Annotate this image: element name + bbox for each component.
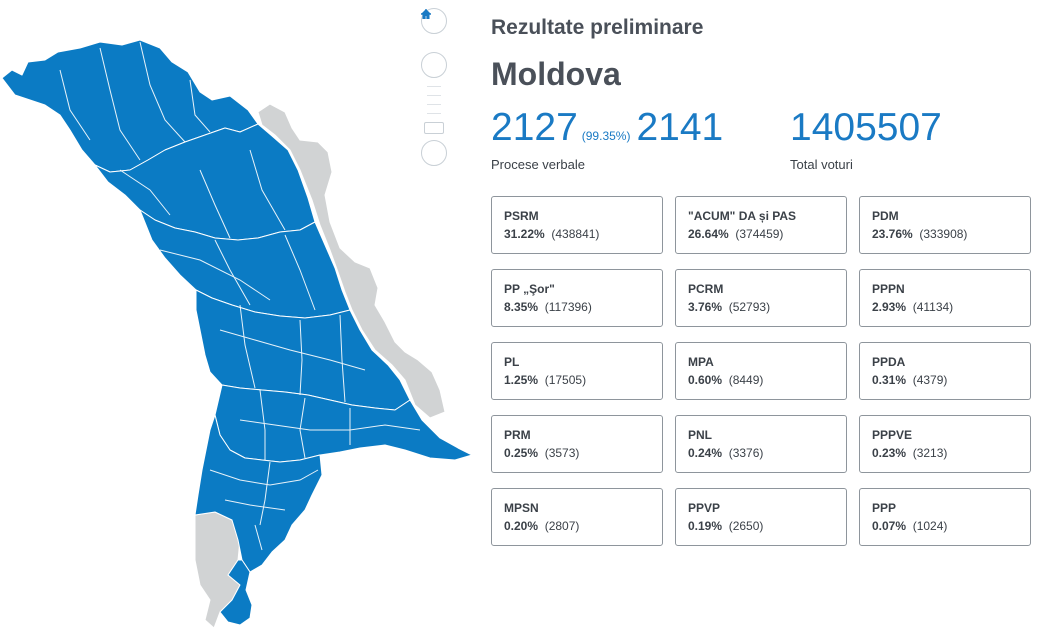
party-card[interactable]: PRM 0.25% (3573) bbox=[491, 415, 663, 473]
party-card[interactable]: PPPVE 0.23% (3213) bbox=[859, 415, 1031, 473]
party-name: PSRM bbox=[504, 209, 539, 223]
party-percent: 0.19% bbox=[688, 519, 723, 533]
map-region-north-west[interactable] bbox=[1, 39, 259, 173]
map-region-south[interactable] bbox=[194, 414, 323, 573]
total-votes: 1405507 bbox=[790, 106, 942, 149]
region-title: Moldova bbox=[491, 56, 621, 92]
party-percent: 0.24% bbox=[688, 446, 723, 460]
party-card[interactable]: PSRM 31.22% (438841) bbox=[491, 196, 663, 254]
zoom-slider-thumb[interactable] bbox=[424, 122, 444, 134]
party-votes: (52793) bbox=[728, 300, 771, 314]
party-votes: (1024) bbox=[912, 519, 948, 533]
party-card[interactable]: PPPN 2.93% (41134) bbox=[859, 269, 1031, 327]
zoom-step[interactable] bbox=[427, 86, 441, 87]
map-region-transnistria[interactable] bbox=[257, 103, 446, 419]
map-svg[interactable] bbox=[0, 0, 480, 644]
zoom-step[interactable] bbox=[427, 95, 441, 96]
party-card[interactable]: PPP 0.07% (1024) bbox=[859, 488, 1031, 546]
party-percent: 0.07% bbox=[872, 519, 907, 533]
party-percent: 0.23% bbox=[872, 446, 907, 460]
party-name: PPVP bbox=[688, 501, 721, 515]
party-name: PPP bbox=[872, 501, 897, 515]
party-card[interactable]: PNL 0.24% (3376) bbox=[675, 415, 847, 473]
party-name: MPA bbox=[688, 355, 714, 369]
party-card[interactable]: PPVP 0.19% (2650) bbox=[675, 488, 847, 546]
party-votes: (4379) bbox=[912, 373, 948, 387]
party-votes: (3213) bbox=[912, 446, 948, 460]
party-percent: 26.64% bbox=[688, 227, 729, 241]
party-card[interactable]: MPA 0.60% (8449) bbox=[675, 342, 847, 400]
party-card[interactable]: PP „Şor" 8.35% (117396) bbox=[491, 269, 663, 327]
zoom-step[interactable] bbox=[427, 113, 441, 114]
party-votes: (333908) bbox=[919, 227, 968, 241]
party-percent: 2.93% bbox=[872, 300, 907, 314]
votes-label: Total voturi bbox=[790, 157, 853, 172]
party-votes: (117396) bbox=[544, 300, 592, 314]
zoom-step[interactable] bbox=[427, 104, 441, 105]
party-percent: 0.25% bbox=[504, 446, 539, 460]
party-card[interactable]: PCRM 3.76% (52793) bbox=[675, 269, 847, 327]
party-votes: (2650) bbox=[728, 519, 764, 533]
protocols-label: Procese verbale bbox=[491, 157, 585, 172]
party-results-grid: PSRM 31.22% (438841) "ACUM" DA și PAS 26.6… bbox=[491, 196, 1031, 546]
party-name: PRM bbox=[504, 428, 531, 442]
party-votes: (3376) bbox=[728, 446, 764, 460]
party-percent: 0.60% bbox=[688, 373, 723, 387]
total-protocols: 2141 bbox=[636, 106, 724, 149]
party-name: PPDA bbox=[872, 355, 906, 369]
votes-stat: 1405507 Total voturi bbox=[790, 106, 942, 172]
party-percent: 0.31% bbox=[872, 373, 907, 387]
party-card[interactable]: MPSN 0.20% (2807) bbox=[491, 488, 663, 546]
party-percent: 31.22% bbox=[504, 227, 545, 241]
party-percent: 23.76% bbox=[872, 227, 913, 241]
party-name: PL bbox=[504, 355, 520, 369]
zoom-out-button[interactable] bbox=[421, 13, 447, 166]
party-percent: 1.25% bbox=[504, 373, 539, 387]
party-card[interactable]: PDM 23.76% (333908) bbox=[859, 196, 1031, 254]
party-name: PP „Şor" bbox=[504, 282, 555, 296]
protocols-stat: 2127 (99.35%) 2141 Procese verbale bbox=[491, 106, 724, 172]
party-votes: (374459) bbox=[735, 227, 784, 241]
party-name: PNL bbox=[688, 428, 712, 442]
processed-count: 2127 bbox=[491, 106, 578, 149]
party-name: PPPN bbox=[872, 282, 905, 296]
party-votes: (3573) bbox=[544, 446, 580, 460]
party-votes: (2807) bbox=[544, 519, 580, 533]
map-region-far-south[interactable] bbox=[219, 559, 253, 626]
zoom-in-button[interactable] bbox=[421, 9, 447, 78]
moldova-map[interactable] bbox=[0, 0, 480, 644]
party-name: PDM bbox=[872, 209, 899, 223]
party-name: "ACUM" DA și PAS bbox=[688, 209, 797, 223]
party-percent: 8.35% bbox=[504, 300, 539, 314]
party-name: PCRM bbox=[688, 282, 724, 296]
party-card[interactable]: "ACUM" DA și PAS 26.64% (374459) bbox=[675, 196, 847, 254]
party-votes: (17505) bbox=[544, 373, 587, 387]
party-votes: (438841) bbox=[551, 227, 600, 241]
page-kicker: Rezultate preliminare bbox=[491, 16, 704, 39]
party-name: PPPVE bbox=[872, 428, 913, 442]
summary-stats: 2127 (99.35%) 2141 Procese verbale 1405507… bbox=[491, 106, 1036, 186]
party-card[interactable]: PL 1.25% (17505) bbox=[491, 342, 663, 400]
party-votes: (41134) bbox=[912, 300, 954, 314]
party-card[interactable]: PPDA 0.31% (4379) bbox=[859, 342, 1031, 400]
party-percent: 0.20% bbox=[504, 519, 539, 533]
results-panel: Rezultate preliminare Moldova 2127 (99.35… bbox=[491, 16, 1036, 546]
party-percent: 3.76% bbox=[688, 300, 723, 314]
map-zoom-controls bbox=[420, 8, 448, 166]
processed-percent: (99.35%) bbox=[581, 129, 631, 143]
minus-icon bbox=[421, 13, 431, 15]
party-votes: (8449) bbox=[728, 373, 764, 387]
party-name: MPSN bbox=[504, 501, 539, 515]
